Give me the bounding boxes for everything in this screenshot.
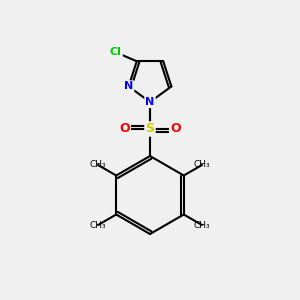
Text: CH₃: CH₃ bbox=[90, 220, 106, 230]
Text: O: O bbox=[170, 122, 181, 136]
Text: Cl: Cl bbox=[110, 47, 122, 57]
Text: N: N bbox=[124, 82, 133, 92]
Text: S: S bbox=[146, 122, 154, 136]
Text: CH₃: CH₃ bbox=[90, 160, 106, 169]
Text: O: O bbox=[119, 122, 130, 136]
Text: CH₃: CH₃ bbox=[194, 160, 210, 169]
Text: CH₃: CH₃ bbox=[194, 220, 210, 230]
Text: N: N bbox=[146, 97, 154, 107]
